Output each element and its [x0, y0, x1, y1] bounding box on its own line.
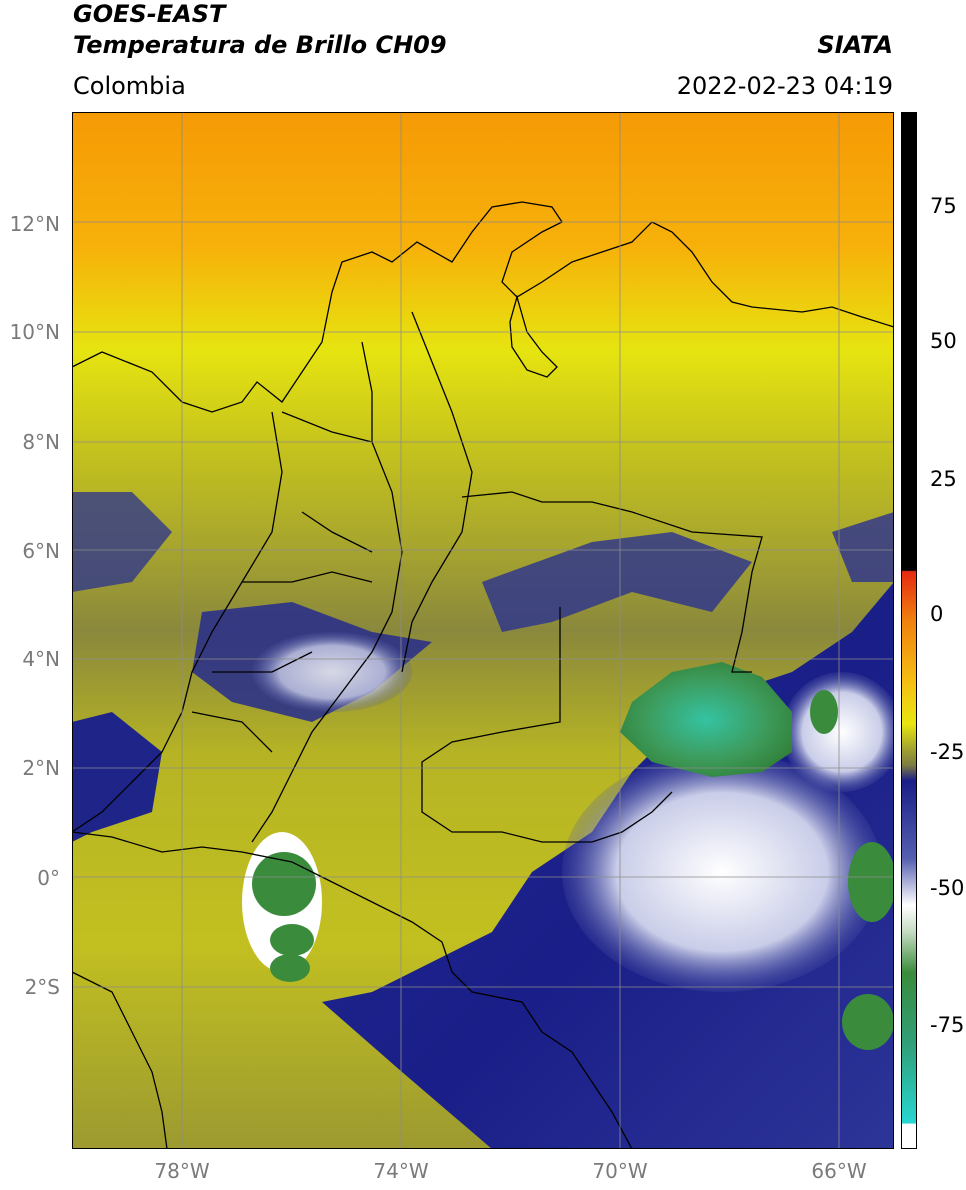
department-borders	[191, 411, 373, 753]
region-label: Colombia	[73, 72, 186, 100]
deep-convection-east-2	[842, 994, 894, 1050]
lat-label-0: 0°	[37, 866, 60, 890]
title-product: Temperatura de Brillo CH09	[73, 31, 447, 59]
cold-tops-andes	[252, 632, 412, 712]
lon-label-66w: 66°W	[811, 1159, 867, 1183]
lat-label-12n: 12°N	[9, 212, 60, 236]
venezuela-border	[461, 491, 763, 673]
lat-label-8n: 8°N	[22, 430, 60, 454]
colorbar-tick-minus50: -50	[930, 876, 965, 900]
lon-label-70w: 70°W	[592, 1159, 648, 1183]
south-border	[72, 831, 633, 1149]
colorbar-tick-50: 50	[930, 329, 957, 353]
timestamp-label: 2022-02-23 04:19	[676, 72, 893, 100]
lat-label-4n: 4°N	[22, 647, 60, 671]
colorbar-frame	[901, 112, 917, 1149]
lake-maracaibo	[509, 294, 558, 378]
deep-convection-east-3	[810, 690, 838, 734]
lat-label-10n: 10°N	[9, 320, 60, 344]
cloud-band-llanos	[482, 532, 752, 632]
andes-ridge-east	[401, 311, 473, 673]
deep-convection-east-1	[848, 842, 894, 922]
map-frame	[72, 112, 894, 1149]
map-panel	[72, 112, 894, 1149]
colorbar	[901, 112, 917, 1149]
borders	[72, 201, 894, 1149]
deep-convection-south-3	[270, 954, 310, 982]
deep-convection-south-2	[270, 924, 314, 956]
colorbar-fill	[901, 112, 917, 1149]
deep-convection-south-1	[252, 852, 316, 916]
deep-convection-main	[620, 662, 792, 777]
andes-ridge-west	[72, 411, 283, 833]
colorbar-tick-minus25: -25	[930, 740, 965, 764]
cloud-cell-east	[832, 512, 894, 582]
lon-label-74w: 74°W	[373, 1159, 429, 1183]
lat-label-2n: 2°N	[22, 756, 60, 780]
colorbar-tick-25: 25	[930, 467, 957, 491]
source-label: SIATA	[817, 31, 893, 59]
lat-label-6n: 6°N	[22, 539, 60, 563]
cold-tops-southeast	[562, 752, 882, 992]
lat-label-2s: 2°S	[24, 975, 60, 999]
caribbean-coastline	[72, 201, 894, 413]
cloud-band-pacific	[72, 492, 172, 592]
cold-tops-east	[782, 672, 894, 792]
graticule	[72, 112, 894, 1149]
colorbar-tick-75: 75	[930, 194, 957, 218]
andes-ridge-central	[251, 341, 403, 843]
colorbar-tick-0: 0	[930, 602, 944, 626]
colorbar-tick-minus75: -75	[930, 1013, 965, 1037]
cloud-mass-west	[72, 712, 162, 842]
title-satellite: GOES-EAST	[73, 0, 226, 28]
amazon-border	[421, 607, 673, 843]
lon-label-78w: 78°W	[154, 1159, 210, 1183]
ecuador-border	[72, 971, 168, 1149]
